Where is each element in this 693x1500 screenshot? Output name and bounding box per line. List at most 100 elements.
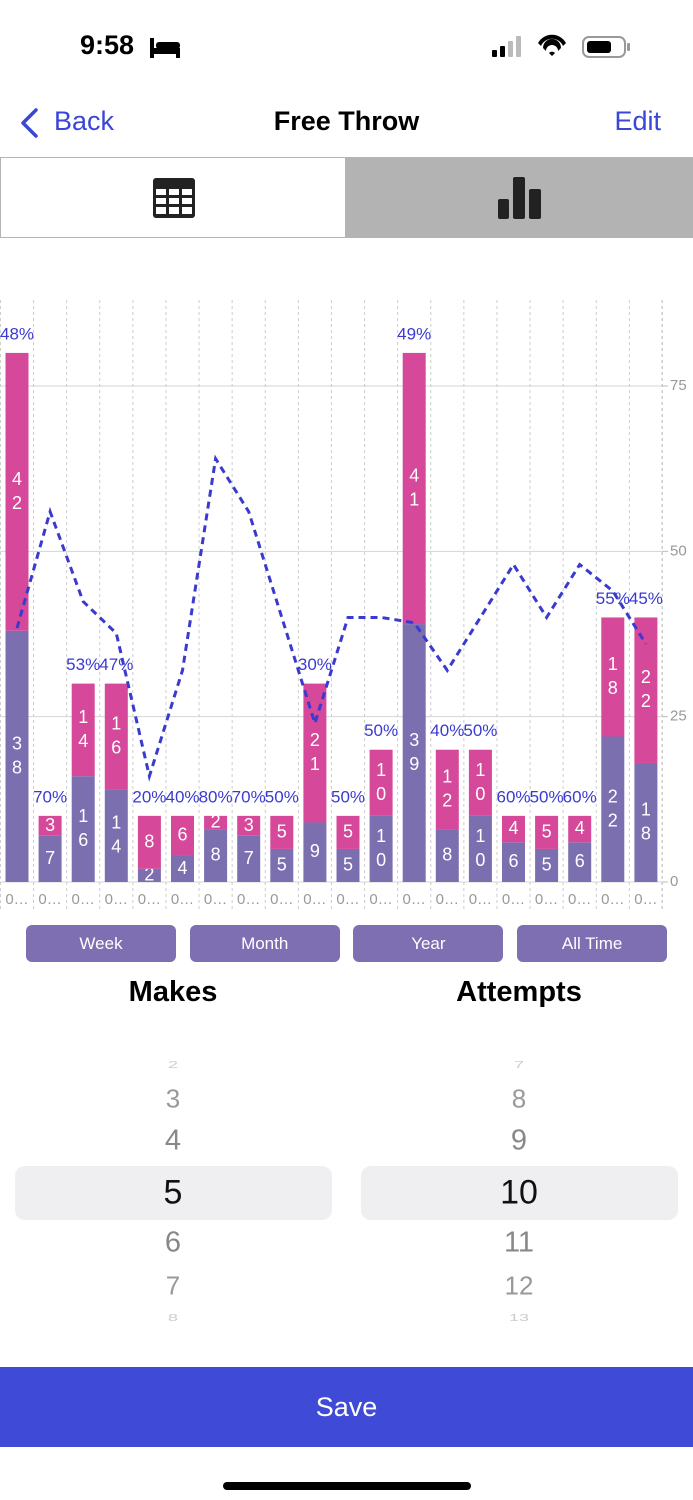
picker-item[interactable]: 4 — [164, 1124, 182, 1157]
bar-value-label: 7 — [45, 848, 55, 868]
range-button[interactable]: Month — [189, 925, 340, 962]
range-button[interactable]: All Time — [517, 925, 668, 962]
bar-segment — [336, 848, 360, 882]
bar-segment — [104, 683, 128, 790]
bar-value-label: 4 — [177, 858, 187, 878]
bar-segment — [5, 352, 29, 631]
y-tick-label: 25 — [670, 708, 687, 725]
x-tick-label: 0… — [634, 891, 657, 908]
home-indicator — [223, 1482, 471, 1490]
percent-label: 50% — [265, 787, 299, 806]
bar-value-label: 5 — [277, 821, 287, 841]
picker-label: Attempts — [456, 976, 582, 1008]
percent-label: 47% — [99, 655, 133, 674]
picker-item[interactable]: 5 — [163, 1173, 183, 1212]
picker-item[interactable]: 8 — [511, 1083, 527, 1114]
x-tick-label: 0… — [403, 891, 426, 908]
table-tab[interactable] — [1, 158, 345, 237]
x-tick-label: 0… — [369, 891, 392, 908]
x-tick-label: 0… — [38, 891, 61, 908]
x-tick-label: 0… — [204, 891, 227, 908]
picker-item[interactable]: 8 — [167, 1312, 178, 1324]
percent-line — [15, 454, 648, 782]
percent-label: 50% — [364, 721, 398, 740]
bar-segment — [171, 815, 194, 856]
bar-segment — [634, 762, 658, 882]
edit-button[interactable]: Edit — [614, 106, 661, 136]
range-button[interactable]: Year — [353, 925, 504, 962]
bar-value-label: 6 — [575, 851, 585, 871]
bar-segment — [435, 749, 459, 830]
bar-segment — [568, 842, 592, 882]
x-tick-label: 0… — [502, 891, 525, 908]
bar-segment — [601, 617, 625, 737]
bar-value-label: 4 — [508, 818, 518, 838]
back-chevron[interactable] — [18, 107, 42, 139]
bar-value-label: 5 — [343, 821, 353, 841]
bar-segment — [369, 815, 393, 882]
status-icons — [492, 34, 630, 58]
bar-value-label: 5 — [542, 821, 552, 841]
bar-value-label: 6 — [177, 824, 187, 844]
picker-item[interactable]: 2 — [167, 1059, 178, 1071]
percent-label: 70% — [232, 787, 266, 806]
percent-label: 53% — [66, 655, 100, 674]
bar-value-label: 9 — [310, 841, 320, 861]
chart-icon[interactable] — [498, 177, 542, 219]
percent-label: 55% — [596, 589, 630, 608]
y-tick-label: 50 — [670, 542, 687, 559]
status-time: 9:58 — [80, 30, 135, 60]
picker-item[interactable]: 7 — [513, 1059, 524, 1071]
picker-item[interactable]: 3 — [165, 1083, 181, 1114]
bar-segment — [237, 815, 261, 836]
save-button[interactable]: Save — [0, 1367, 693, 1447]
bar-segment — [71, 776, 95, 882]
bar-segment — [336, 815, 360, 849]
bar-value-label: 7 — [244, 848, 254, 868]
x-tick-label: 0… — [138, 891, 161, 908]
bar-value-label: 5 — [542, 854, 552, 874]
bar-segment — [535, 848, 559, 882]
bar-value-label: 8 — [442, 844, 452, 864]
bar-segment — [402, 352, 426, 625]
percent-label: 30% — [298, 655, 332, 674]
bar-segment — [502, 842, 525, 882]
bar-segment — [369, 749, 393, 816]
bar-segment — [237, 835, 261, 882]
range-button[interactable]: Week — [26, 925, 176, 962]
back-button[interactable]: Back — [54, 106, 115, 136]
bar-value-label: 8 — [144, 831, 154, 851]
bar-value-label: 8 — [211, 844, 221, 864]
x-tick-label: 0… — [237, 891, 260, 908]
percent-label: 40% — [430, 721, 464, 740]
bar-value-label: 4 — [575, 818, 585, 838]
picker-item[interactable]: 9 — [510, 1124, 528, 1157]
picker-item[interactable]: 7 — [165, 1270, 181, 1301]
picker-item[interactable]: 11 — [503, 1226, 535, 1259]
picker-item[interactable]: 13 — [508, 1312, 530, 1324]
bar-segment — [137, 815, 161, 869]
percent-label: 40% — [165, 787, 199, 806]
x-tick-label: 0… — [469, 891, 492, 908]
picker-item[interactable]: 6 — [164, 1226, 182, 1259]
x-tick-label: 0… — [5, 891, 28, 908]
bar-segment — [171, 855, 194, 882]
bar-value-label: 2 — [211, 811, 221, 831]
picker-item[interactable]: 10 — [500, 1173, 538, 1212]
bar-segment — [435, 829, 459, 882]
bar-value-label: 5 — [277, 854, 287, 874]
x-tick-label: 0… — [72, 891, 95, 908]
picker-item[interactable]: 12 — [504, 1270, 534, 1301]
